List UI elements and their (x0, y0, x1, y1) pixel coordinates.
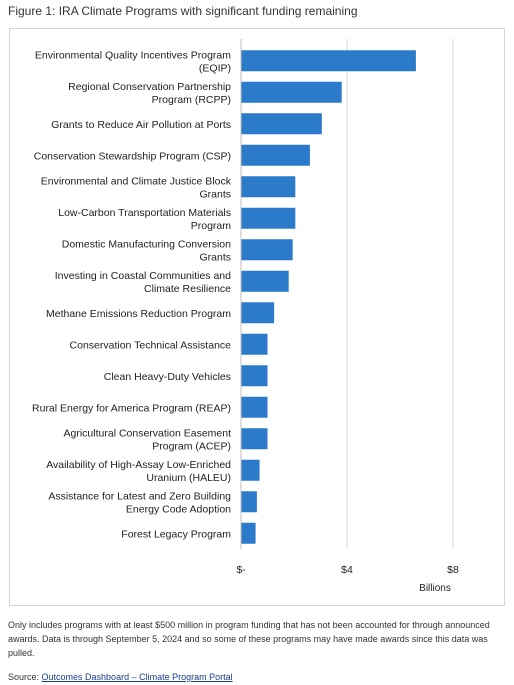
category-label: Environmental and Climate Justice Block (41, 175, 232, 187)
category-label: Grants to Reduce Air Pollution at Ports (51, 119, 231, 131)
category-label: Program (RCPP) (152, 94, 231, 106)
footnote: Only includes programs with at least $50… (8, 620, 490, 658)
bar (241, 207, 296, 229)
bar (241, 239, 293, 261)
category-label: Conservation Technical Assistance (70, 339, 232, 351)
category-label: Methane Emissions Reduction Program (46, 308, 231, 320)
category-label: Conservation Stewardship Program (CSP) (34, 150, 231, 162)
category-label: Assistance for Latest and Zero Building (48, 490, 231, 502)
category-label: Environmental Quality Incentives Program (35, 49, 231, 61)
category-label: Rural Energy for America Program (REAP) (32, 402, 231, 414)
category-label: Grants (199, 251, 231, 263)
bar (241, 113, 322, 135)
source-label: Source: (8, 672, 42, 682)
category-label: Availability of High-Assay Low-Enriched (46, 459, 231, 471)
bar (241, 333, 268, 355)
bar (241, 365, 268, 387)
bar (241, 302, 275, 324)
chart-frame: Environmental Quality Incentives Program… (9, 28, 505, 606)
category-label: Energy Code Adoption (126, 503, 231, 515)
x-axis-label: Billions (419, 583, 451, 594)
category-label: Program (ACEP) (152, 440, 231, 452)
category-label: Uranium (HALEU) (146, 472, 231, 484)
bar (241, 491, 257, 513)
category-label: Agricultural Conservation Easement (64, 427, 232, 439)
source-line: Source: Outcomes Dashboard – Climate Pro… (8, 672, 233, 682)
category-label: Regional Conservation Partnership (68, 81, 231, 93)
bar-chart: Environmental Quality Incentives Program… (32, 39, 459, 594)
source-link[interactable]: Outcomes Dashboard – Climate Program Por… (41, 672, 233, 682)
figure-title: Figure 1: IRA Climate Programs with sign… (8, 4, 358, 18)
bar (241, 396, 268, 418)
category-label: Climate Resilience (144, 283, 231, 295)
category-label: Clean Heavy-Duty Vehicles (104, 371, 231, 383)
bar (241, 81, 342, 103)
category-label: (EQIP) (199, 62, 231, 74)
bar (241, 270, 289, 292)
x-tick-label: $4 (341, 564, 353, 576)
bar (241, 428, 268, 450)
category-label: Investing in Coastal Communities and (55, 270, 231, 282)
bar (241, 459, 260, 481)
bar (241, 50, 416, 72)
category-label: Grants (199, 188, 231, 200)
bar (241, 522, 256, 544)
category-label: Low-Carbon Transportation Materials (58, 207, 231, 219)
category-label: Forest Legacy Program (121, 528, 231, 540)
bar (241, 176, 296, 198)
category-label: Program (191, 220, 232, 232)
category-label: Domestic Manufacturing Conversion (62, 238, 231, 250)
x-tick-label: $- (236, 564, 246, 576)
x-tick-label: $8 (447, 564, 459, 576)
bar (241, 144, 310, 166)
